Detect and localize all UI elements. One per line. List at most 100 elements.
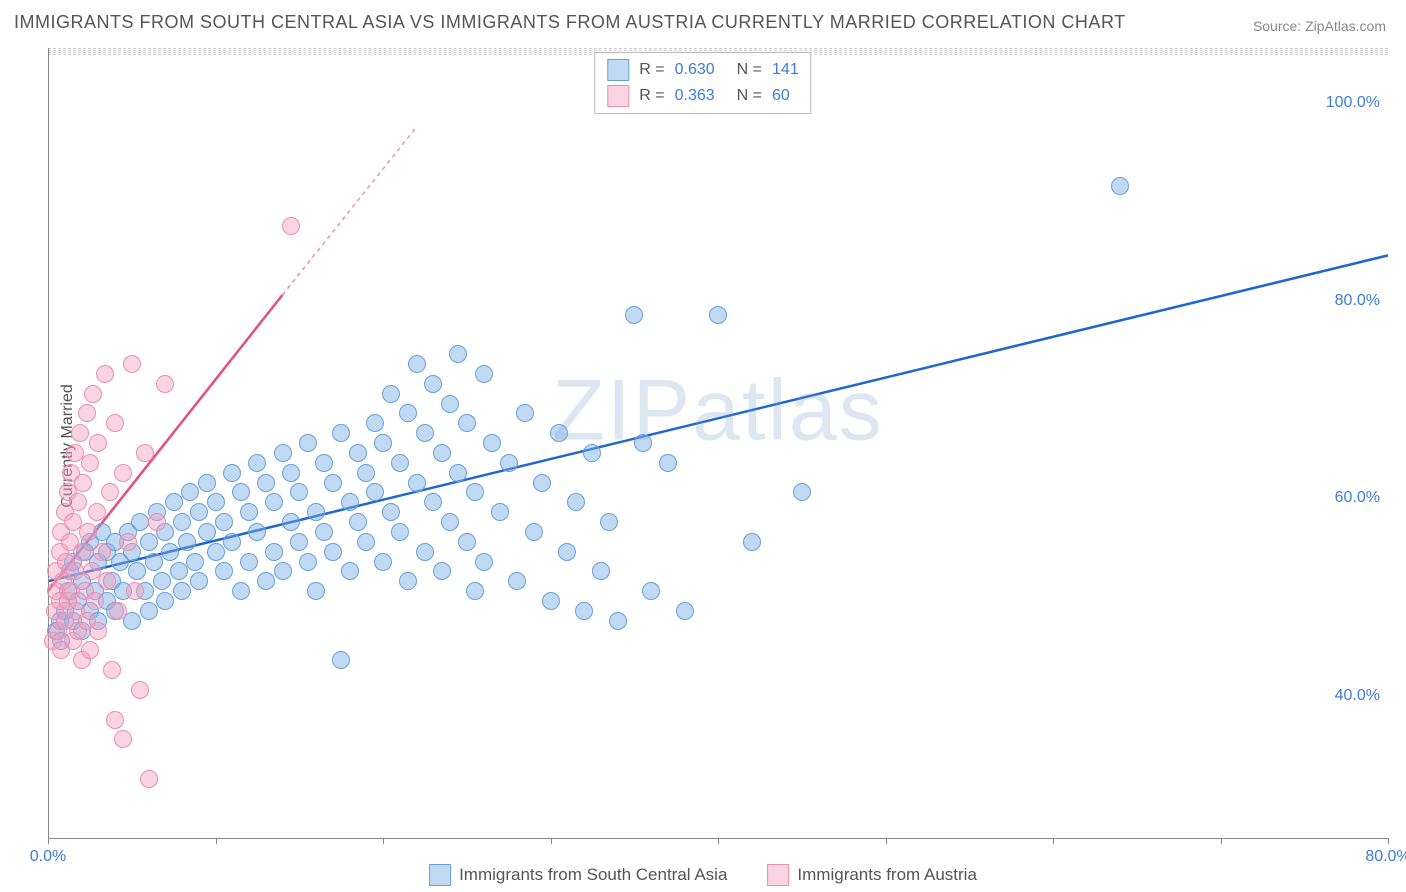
data-point (106, 711, 124, 729)
data-point (248, 523, 266, 541)
source-label: Source: ZipAtlas.com (1253, 18, 1386, 34)
data-point (408, 355, 426, 373)
legend-item: Immigrants from South Central Asia (429, 864, 727, 886)
x-tick (48, 838, 49, 844)
data-point (508, 572, 526, 590)
data-point (161, 543, 179, 561)
x-tick-label: 80.0% (1365, 848, 1406, 866)
data-point (709, 306, 727, 324)
x-tick (1388, 838, 1389, 844)
data-point (109, 602, 127, 620)
data-point (140, 770, 158, 788)
data-point (232, 582, 250, 600)
data-point (592, 562, 610, 580)
data-point (173, 513, 191, 531)
data-point (136, 444, 154, 462)
data-point (84, 385, 102, 403)
data-point (307, 503, 325, 521)
data-point (458, 533, 476, 551)
data-point (88, 503, 106, 521)
data-point (357, 464, 375, 482)
data-point (659, 454, 677, 472)
data-point (140, 602, 158, 620)
data-point (140, 533, 158, 551)
data-point (103, 661, 121, 679)
data-point (332, 651, 350, 669)
data-point (265, 493, 283, 511)
plot-area: ZIPatlas 40.0%60.0%80.0%100.0%0.0%80.0% (48, 48, 1388, 838)
data-point (433, 562, 451, 580)
data-point (207, 493, 225, 511)
data-point (198, 474, 216, 492)
data-point (232, 483, 250, 501)
legend-r-value: 0.630 (675, 61, 715, 79)
data-point (123, 355, 141, 373)
data-point (399, 572, 417, 590)
data-point (131, 681, 149, 699)
data-point (315, 523, 333, 541)
legend-swatch (607, 59, 629, 81)
data-point (558, 543, 576, 561)
legend-series-name: Immigrants from Austria (797, 865, 977, 885)
data-point (98, 572, 116, 590)
data-point (282, 217, 300, 235)
data-point (89, 434, 107, 452)
data-point (114, 730, 132, 748)
data-point (500, 454, 518, 472)
data-point (178, 533, 196, 551)
data-point (408, 474, 426, 492)
data-point (186, 553, 204, 571)
x-tick (886, 838, 887, 844)
data-point (119, 533, 137, 551)
legend-row: R =0.363N =60 (603, 83, 802, 109)
data-point (642, 582, 660, 600)
data-point (374, 553, 392, 571)
data-point (74, 474, 92, 492)
legend-series: Immigrants from South Central Asia Immigr… (429, 864, 977, 886)
y-tick-label: 80.0% (1335, 292, 1380, 310)
data-point (240, 553, 258, 571)
data-point (516, 404, 534, 422)
data-point (634, 434, 652, 452)
data-point (374, 434, 392, 452)
data-point (449, 345, 467, 363)
data-point (341, 493, 359, 511)
data-point (1111, 177, 1129, 195)
data-point (357, 533, 375, 551)
data-point (575, 602, 593, 620)
data-point (424, 493, 442, 511)
legend-swatch (767, 864, 789, 886)
legend-n-label: N = (737, 87, 762, 105)
data-point (290, 483, 308, 501)
legend-series-name: Immigrants from South Central Asia (459, 865, 727, 885)
data-point (198, 523, 216, 541)
x-tick (1221, 838, 1222, 844)
data-point (81, 641, 99, 659)
data-point (349, 444, 367, 462)
legend-n-value: 141 (772, 61, 799, 79)
data-point (315, 454, 333, 472)
data-point (391, 454, 409, 472)
data-point (399, 404, 417, 422)
legend-row: R =0.630N =141 (603, 57, 802, 83)
data-point (86, 592, 104, 610)
data-point (71, 424, 89, 442)
data-point (106, 414, 124, 432)
data-point (223, 533, 241, 551)
data-point (96, 365, 114, 383)
data-point (349, 513, 367, 531)
x-tick (216, 838, 217, 844)
data-point (274, 562, 292, 580)
y-tick-label: 40.0% (1335, 687, 1380, 705)
data-point (148, 513, 166, 531)
trend-lines (48, 48, 1388, 838)
data-point (101, 483, 119, 501)
data-point (533, 474, 551, 492)
y-tick-label: 100.0% (1326, 94, 1380, 112)
data-point (609, 612, 627, 630)
data-point (424, 375, 442, 393)
data-point (483, 434, 501, 452)
data-point (475, 365, 493, 383)
data-point (625, 306, 643, 324)
legend-n-value: 60 (772, 87, 790, 105)
